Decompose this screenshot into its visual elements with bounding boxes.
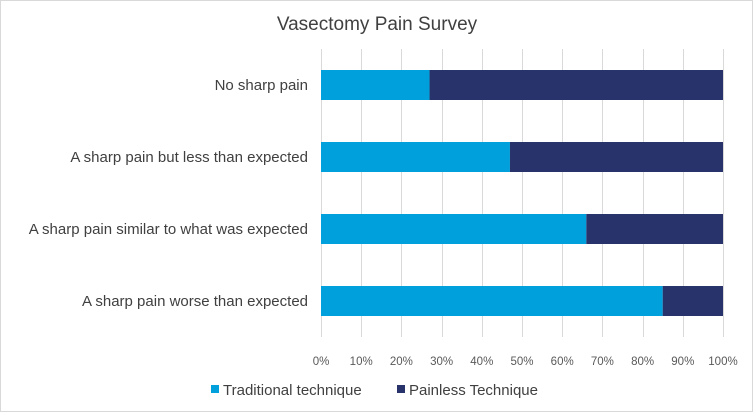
x-tick-label: 80%	[631, 356, 654, 368]
x-tick-label: 100%	[708, 356, 737, 368]
bar-painless-0	[429, 70, 723, 100]
x-tick-label: 50%	[510, 356, 533, 368]
category-labels: No sharp pain A sharp pain but less than …	[29, 77, 308, 310]
x-tick-label: 90%	[671, 356, 694, 368]
legend-swatch	[211, 385, 219, 393]
x-tick-label: 20%	[390, 356, 413, 368]
bars	[321, 70, 723, 316]
x-tick-label: 0%	[313, 356, 330, 368]
bar-painless-1	[509, 142, 723, 172]
bar-painless-2	[586, 214, 723, 244]
category-label: A sharp pain worse than expected	[82, 293, 308, 310]
x-tick-label: 70%	[591, 356, 614, 368]
x-tick-label: 40%	[470, 356, 493, 368]
legend-label: Traditional technique	[223, 382, 362, 399]
category-label: A sharp pain but less than expected	[70, 149, 308, 166]
chart-title: Vasectomy Pain Survey	[277, 14, 478, 35]
bar-traditional-3	[321, 286, 663, 316]
bar-traditional-2	[321, 214, 587, 244]
x-axis-ticks: 0% 10% 20% 30% 40% 50% 60% 70% 80% 90% 100%	[313, 356, 738, 368]
category-label: A sharp pain similar to what was expecte…	[29, 221, 308, 238]
x-tick-label: 30%	[430, 356, 453, 368]
legend-label: Painless Technique	[409, 382, 538, 399]
bar-painless-3	[662, 286, 723, 316]
category-label: No sharp pain	[215, 77, 308, 94]
bar-traditional-1	[321, 142, 510, 172]
x-tick-label: 10%	[350, 356, 373, 368]
x-tick-label: 60%	[551, 356, 574, 368]
legend: Traditional technique Painless Technique	[211, 382, 538, 399]
bar-traditional-0	[321, 70, 430, 100]
legend-swatch	[397, 385, 405, 393]
